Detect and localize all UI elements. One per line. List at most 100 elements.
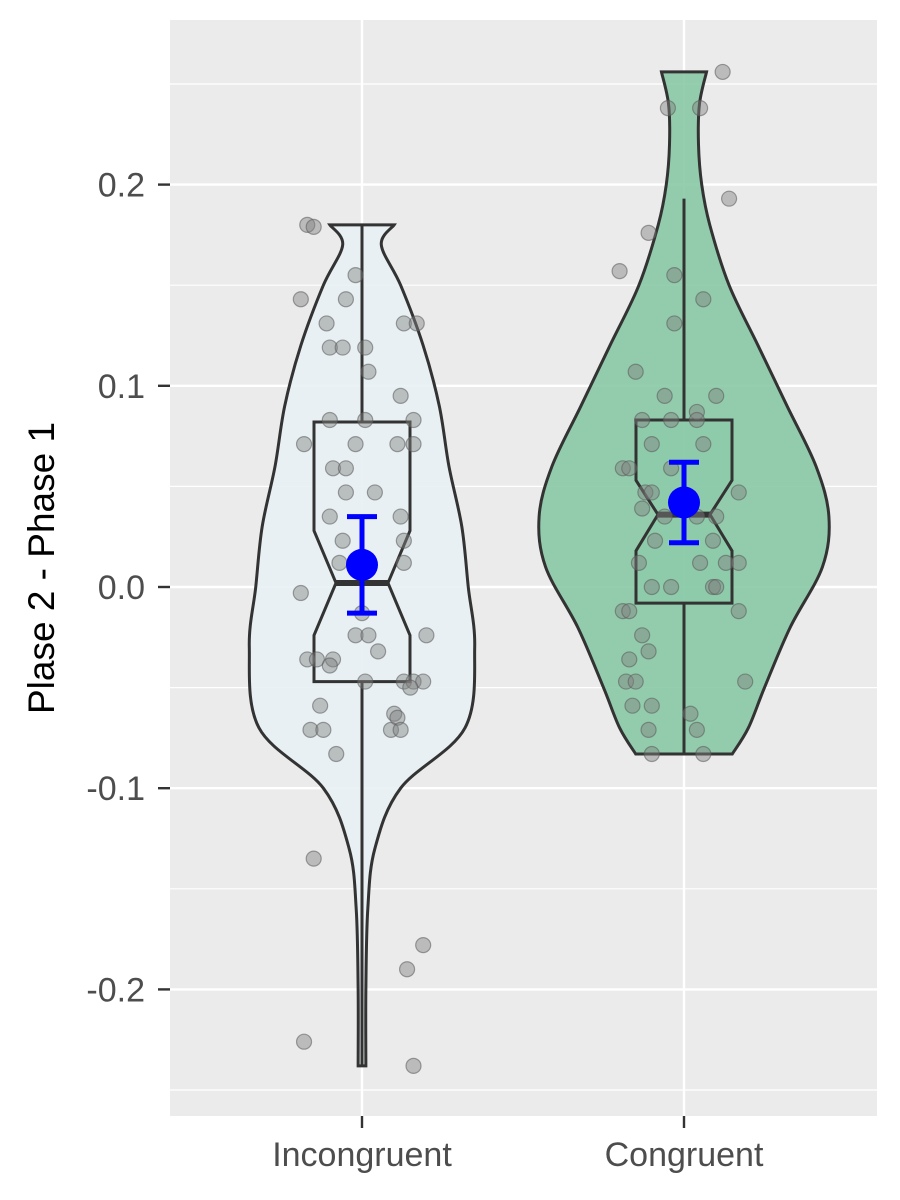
- data-point: [730, 484, 747, 501]
- data-point: [708, 387, 725, 404]
- data-point: [666, 267, 683, 284]
- y-tick-label: -0.2: [86, 971, 145, 1009]
- data-point: [630, 554, 648, 571]
- data-point: [627, 673, 644, 690]
- data-point: [395, 554, 412, 571]
- data-point: [643, 697, 660, 714]
- data-point: [402, 679, 419, 696]
- data-point: [292, 584, 309, 602]
- data-point: [614, 460, 631, 477]
- data-point: [324, 460, 342, 477]
- data-point: [663, 578, 680, 596]
- mean-point-congruent: [668, 486, 700, 519]
- data-point: [405, 411, 422, 429]
- data-point: [643, 745, 660, 763]
- data-point: [347, 436, 364, 453]
- data-point: [704, 532, 722, 549]
- data-point: [640, 224, 657, 241]
- data-point: [357, 673, 374, 690]
- data-point: [312, 697, 329, 714]
- data-point: [730, 603, 747, 620]
- data-point: [621, 460, 638, 477]
- data-point: [337, 291, 354, 308]
- data-point: [347, 267, 364, 284]
- data-point: [714, 63, 731, 81]
- data-point: [737, 673, 754, 690]
- data-point: [656, 387, 673, 404]
- data-point: [405, 436, 422, 453]
- data-point: [717, 554, 734, 571]
- data-point: [337, 484, 354, 501]
- data-point: [392, 387, 409, 404]
- data-point: [366, 484, 383, 501]
- data-point: [389, 436, 406, 453]
- data-point: [347, 627, 364, 644]
- data-point: [695, 745, 712, 763]
- y-axis-title: Plase 2 - Phase 1: [21, 422, 62, 714]
- data-point: [634, 411, 651, 429]
- data-point: [321, 411, 338, 429]
- y-tick-label: 0.0: [98, 569, 145, 607]
- data-point: [656, 508, 673, 525]
- data-point: [640, 721, 657, 738]
- data-point: [634, 500, 651, 517]
- data-point: [360, 627, 377, 644]
- data-point: [663, 411, 680, 429]
- data-point: [624, 697, 641, 714]
- data-point: [331, 554, 348, 571]
- x-tick-label-congruent: Congruent: [605, 1136, 764, 1174]
- data-point: [334, 339, 351, 356]
- data-point: [415, 937, 432, 954]
- data-point: [392, 508, 409, 525]
- data-point: [682, 705, 699, 722]
- data-point: [643, 436, 660, 453]
- data-point: [405, 1057, 422, 1074]
- boxplots: [312, 198, 734, 1066]
- data-point: [315, 721, 332, 738]
- jitter-points: [292, 63, 754, 1074]
- data-point: [621, 603, 638, 620]
- axes: -0.2 -0.1 0.0 0.1 0.2 Incongruent Congruent: [86, 167, 764, 1174]
- data-point: [357, 339, 374, 356]
- data-point: [695, 436, 712, 453]
- data-point: [321, 339, 338, 356]
- data-point: [695, 291, 712, 308]
- data-point: [295, 436, 313, 453]
- data-point: [395, 315, 412, 332]
- data-point: [392, 721, 409, 738]
- data-point: [627, 363, 644, 380]
- data-point: [659, 100, 677, 117]
- data-point: [688, 721, 705, 738]
- data-point: [292, 291, 309, 308]
- data-point: [395, 532, 412, 549]
- data-point: [691, 100, 709, 117]
- data-point: [640, 643, 657, 660]
- data-point: [302, 721, 319, 738]
- data-point: [730, 554, 747, 571]
- data-point: [634, 627, 651, 644]
- y-tick-label: 0.1: [98, 368, 145, 406]
- data-point: [321, 508, 338, 525]
- data-point: [305, 218, 322, 235]
- data-point: [720, 190, 738, 207]
- data-point: [611, 263, 628, 280]
- y-tick-label: 0.2: [98, 167, 145, 205]
- data-point: [408, 315, 425, 332]
- data-point: [708, 578, 725, 596]
- data-point: [688, 411, 705, 429]
- data-point: [299, 216, 316, 233]
- data-point: [295, 1033, 313, 1050]
- data-point: [370, 643, 387, 660]
- violin-incongruent: [247, 223, 477, 1068]
- data-point: [305, 850, 322, 867]
- data-point: [691, 554, 709, 571]
- x-tick-label-incongruent: Incongruent: [272, 1136, 452, 1174]
- data-point: [621, 651, 638, 668]
- data-point: [646, 532, 664, 549]
- data-point: [614, 603, 631, 620]
- y-tick-label: -0.1: [86, 770, 145, 808]
- means-and-error-bars: [346, 459, 700, 616]
- data-point: [360, 363, 377, 380]
